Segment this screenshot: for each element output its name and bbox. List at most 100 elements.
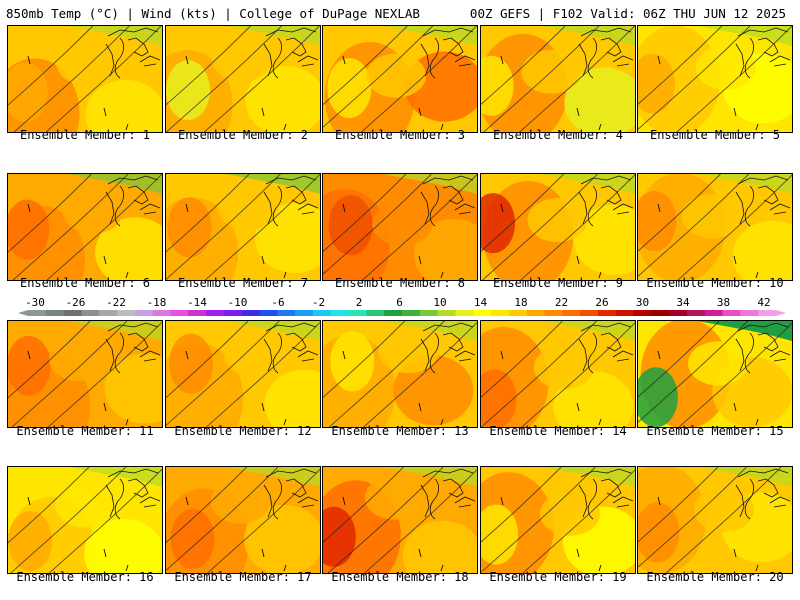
colorbar-swatch [277, 310, 296, 316]
colorbar-swatch [348, 310, 367, 316]
ensemble-member-caption: Ensemble Member: 16 [16, 570, 154, 584]
colorbar-swatch [455, 310, 474, 316]
ensemble-map-panel [322, 173, 478, 281]
ensemble-map-panel [165, 320, 321, 428]
ensemble-member-caption: Ensemble Member: 10 [646, 276, 784, 290]
colorbar-tick-label: -26 [65, 296, 86, 309]
ensemble-member-caption: Ensemble Member: 19 [489, 570, 627, 584]
colorbar-tick-label: -22 [106, 296, 126, 309]
colorbar-swatch [562, 310, 581, 316]
colorbar-swatch [597, 310, 617, 316]
ensemble-map-panel [480, 466, 636, 574]
temperature-field-map [481, 174, 635, 280]
colorbar-swatch [117, 310, 136, 316]
temperature-field-map [8, 26, 162, 132]
ensemble-member-caption: Ensemble Member: 6 [19, 276, 151, 290]
ensemble-map-panel [480, 320, 636, 428]
colorbar-swatch [170, 310, 189, 316]
colorbar-swatch [81, 310, 100, 316]
colorbar-left-arrow [18, 310, 28, 316]
temperature-field-map [481, 321, 635, 427]
temperature-field-map [638, 26, 792, 132]
temperature-field-map [638, 467, 792, 573]
ensemble-member-caption: Ensemble Member: 1 [19, 128, 151, 142]
temperature-field-map [481, 467, 635, 573]
colorbar-swatch [45, 310, 65, 316]
ensemble-map-panel [7, 25, 163, 133]
ensemble-map-panel [165, 173, 321, 281]
colorbar-tick-label: 6 [396, 296, 403, 309]
ensemble-map-panel [165, 466, 321, 574]
ensemble-member-caption: Ensemble Member: 17 [174, 570, 312, 584]
ensemble-member-caption: Ensemble Member: 18 [331, 570, 469, 584]
temperature-field-map [323, 321, 477, 427]
colorbar-swatch [633, 310, 652, 316]
temperature-field-map [8, 467, 162, 573]
colorbar-swatch [580, 310, 599, 316]
ensemble-member-caption: Ensemble Member: 15 [646, 424, 784, 438]
colorbar-swatch [63, 310, 82, 316]
colorbar-swatch [384, 310, 403, 316]
temperature-field-map [323, 174, 477, 280]
temperature-field-map [638, 321, 792, 427]
colorbar-tick-label: 14 [473, 296, 488, 309]
colorbar-swatch [330, 310, 350, 316]
colorbar-swatch [740, 310, 759, 316]
ensemble-map-panel [480, 173, 636, 281]
temperature-field-map [481, 26, 635, 132]
colorbar-swatch [544, 310, 563, 316]
colorbar-tick-label: -6 [271, 296, 285, 309]
colorbar-tick-label: -2 [311, 296, 326, 309]
colorbar-tick-label: -30 [25, 296, 45, 309]
colorbar-tick-label: 34 [676, 296, 690, 309]
colorbar-swatch [651, 310, 670, 316]
ensemble-map-panel [322, 320, 478, 428]
ensemble-member-caption: Ensemble Member: 9 [492, 276, 624, 290]
temperature-field-map [638, 174, 792, 280]
colorbar-swatch [402, 310, 421, 316]
chart-title: 850mb Temp (°C) | Wind (kts) | College o… [6, 6, 420, 21]
colorbar-right-arrow [776, 310, 786, 316]
colorbar-swatch [259, 310, 278, 316]
colorbar-swatch [686, 310, 706, 316]
ensemble-member-caption: Ensemble Member: 2 [177, 128, 309, 142]
colorbar-swatch [206, 310, 225, 316]
colorbar-swatch [134, 310, 154, 316]
ensemble-map-panel [7, 466, 163, 574]
colorbar-swatch [722, 310, 741, 316]
colorbar-swatch [508, 310, 528, 316]
colorbar-swatch [28, 310, 47, 316]
colorbar-tick-label: 2 [355, 296, 363, 309]
ensemble-member-caption: Ensemble Member: 8 [334, 276, 466, 290]
colorbar-swatch [295, 310, 314, 316]
colorbar-swatch [419, 310, 439, 316]
colorbar-tick-label: 10 [433, 296, 447, 309]
colorbar-swatch [704, 310, 724, 316]
colorbar-tick-label: 38 [716, 296, 731, 309]
temperature-field-map [8, 321, 162, 427]
colorbar-swatch [526, 310, 545, 316]
colorbar-swatch [99, 310, 118, 316]
colorbar-tick-label: 18 [514, 296, 528, 309]
colorbar-tick-label: 30 [635, 296, 650, 309]
ensemble-member-caption: Ensemble Member: 14 [489, 424, 627, 438]
colorbar-swatch [366, 310, 385, 316]
colorbar-tick-label: -10 [227, 296, 248, 309]
ensemble-map-panel [7, 320, 163, 428]
ensemble-member-caption: Ensemble Member: 11 [16, 424, 154, 438]
ensemble-map-panel [637, 25, 793, 133]
ensemble-member-caption: Ensemble Member: 5 [649, 128, 781, 142]
colorbar-swatch [758, 310, 777, 316]
ensemble-map-panel [322, 466, 478, 574]
temperature-field-map [166, 467, 320, 573]
colorbar-tick-label: 22 [554, 296, 569, 309]
colorbar-tick-label: 26 [595, 296, 609, 309]
colorbar-swatches [18, 310, 786, 316]
ensemble-member-caption: Ensemble Member: 13 [331, 424, 469, 438]
colorbar-swatch [437, 310, 456, 316]
colorbar-swatch [188, 310, 207, 316]
ensemble-member-caption: Ensemble Member: 12 [174, 424, 312, 438]
colorbar-swatch [312, 310, 332, 316]
ensemble-map-panel [7, 173, 163, 281]
temperature-field-map [323, 467, 477, 573]
